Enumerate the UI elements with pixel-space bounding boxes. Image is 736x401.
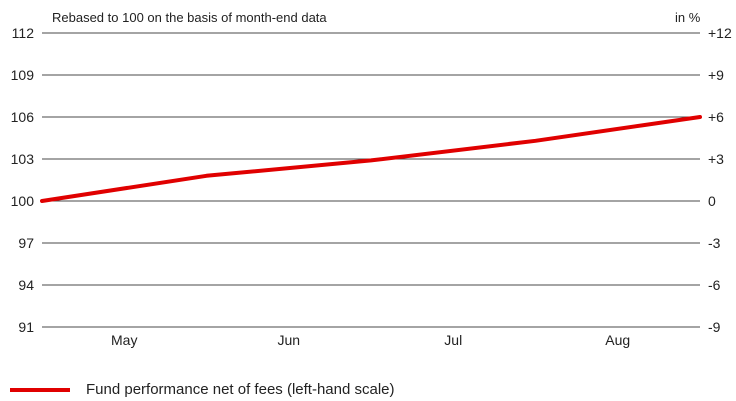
y-right-tick-label: +9 <box>708 67 724 83</box>
y-right-tick-label: 0 <box>708 193 716 209</box>
y-right-tick-label: -6 <box>708 277 721 293</box>
legend-swatch <box>10 387 70 392</box>
y-left-tick-label: 91 <box>18 319 34 335</box>
y-left-tick-label: 112 <box>12 25 35 41</box>
legend: Fund performance net of fees (left-hand … <box>10 381 395 398</box>
series-group <box>40 115 702 203</box>
y-left-tick-label: 109 <box>11 67 35 83</box>
x-tick-label: May <box>111 332 137 348</box>
x-tick-label: Jun <box>277 332 300 348</box>
y-left-tick-label: 100 <box>11 193 35 209</box>
y-right-tick-label: +3 <box>708 151 724 167</box>
y-left-tick-label: 103 <box>11 151 35 167</box>
y-left-tick-label: 97 <box>18 235 34 251</box>
right-axis: +12 +9 +6 +3 0 -3 -6 -9 <box>708 25 732 335</box>
x-tick-label: Aug <box>605 332 630 348</box>
gridlines <box>42 32 700 328</box>
x-tick-label: Jul <box>444 332 462 348</box>
line-chart: Rebased to 100 on the basis of month-end… <box>11 10 732 348</box>
series-line <box>40 115 702 203</box>
y-right-tick-label: -3 <box>708 235 721 251</box>
y-right-tick-label: +6 <box>708 109 724 125</box>
y-left-tick-label: 94 <box>18 277 34 293</box>
legend-label: Fund performance net of fees (left-hand … <box>86 381 395 398</box>
left-axis: 112 109 106 103 100 97 94 91 <box>11 25 35 335</box>
y-right-tick-label: +12 <box>708 25 732 41</box>
x-axis: May Jun Jul Aug <box>111 332 630 348</box>
chart-subtitle: Rebased to 100 on the basis of month-end… <box>52 10 327 25</box>
right-axis-unit: in % <box>675 10 701 25</box>
y-left-tick-label: 106 <box>11 109 35 125</box>
y-right-tick-label: -9 <box>708 319 721 335</box>
